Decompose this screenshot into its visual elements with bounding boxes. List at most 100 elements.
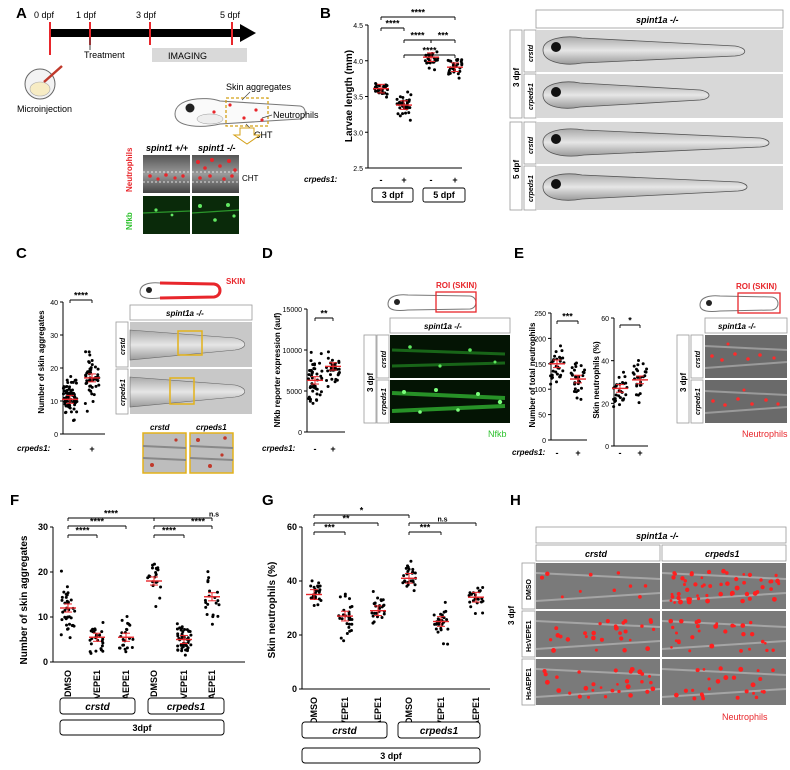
header-box (704, 317, 788, 334)
condition-label-crpeds1: crpeds1 (705, 549, 740, 559)
neutrophil-spot (719, 582, 723, 587)
neutrophil-spot (584, 634, 588, 639)
data-point (310, 371, 314, 375)
data-point (159, 585, 163, 589)
data-point (401, 112, 405, 116)
data-point (376, 89, 380, 93)
data-point (87, 388, 91, 392)
neutrophil-spot (725, 581, 730, 586)
neutrophil-spot (725, 571, 729, 575)
neutrophil-spot (670, 645, 673, 649)
data-point (549, 382, 553, 386)
data-point (312, 603, 316, 607)
data-point (88, 367, 92, 371)
data-point (70, 391, 74, 395)
neutrophil-spot (693, 582, 698, 587)
neutrophil-spot (605, 619, 610, 624)
data-point (481, 611, 485, 615)
data-point (401, 95, 405, 99)
genotype-header: spint1a -/- (166, 309, 204, 318)
neutrophil-spot (591, 688, 595, 692)
condition-sign: - (314, 444, 317, 454)
condition-box (523, 165, 537, 211)
fluorescence-image (704, 380, 788, 423)
neutrophil-spot (671, 575, 676, 580)
neutrophil-spots (148, 158, 237, 181)
data-point (214, 601, 218, 605)
zoom-label-crstd: crstd (150, 423, 171, 432)
data-point (636, 363, 640, 367)
genotype-mut-label: spint1 -/- (198, 143, 236, 153)
data-point (412, 589, 416, 593)
neutrophil-spot (723, 629, 728, 634)
neutrophil-spot (706, 569, 712, 575)
y-tick-label: 10 (38, 612, 48, 622)
data-point (347, 622, 351, 626)
data-point (374, 81, 378, 85)
condition-sign: - (69, 444, 72, 454)
neutrophil-spot (672, 571, 677, 575)
data-point (338, 616, 342, 620)
data-point (348, 629, 352, 633)
neutrophil-spot (674, 639, 678, 643)
y-tick-label: 3.5 (353, 95, 363, 102)
condition-header-box (661, 544, 787, 562)
panel-B-images: spint1a -/- 3 dpf 5 dpf crstd crpeds1 cr… (509, 9, 784, 211)
y-tick-label: 100 (534, 387, 546, 394)
y-tick-label: 10 (50, 399, 58, 406)
data-point (555, 380, 559, 384)
y-tick-label: 0 (542, 438, 546, 445)
data-point (314, 387, 318, 391)
data-point (643, 374, 647, 378)
data-point (572, 389, 576, 393)
data-point (372, 602, 376, 606)
group-label: crstd (332, 726, 357, 737)
neutrophil-spot (702, 583, 706, 587)
condition-sign: - (556, 448, 559, 458)
data-point (180, 625, 184, 629)
data-point (319, 599, 323, 603)
neutrophil-spot (690, 635, 695, 640)
panel-C-images: SKIN spint1a -/- crstd crpeds1 crstd crp… (115, 277, 253, 474)
data-point (319, 352, 323, 356)
neutrophil-spot (629, 666, 635, 672)
neutrophil-spot (683, 688, 689, 693)
y-tick-label: 30 (50, 333, 58, 340)
data-point (379, 598, 383, 602)
y-axis-label: Larvae length (mm) (344, 50, 355, 142)
y-tick-label: 4.5 (353, 23, 363, 30)
data-point (317, 590, 321, 594)
data-point (71, 419, 75, 423)
yolk-icon (29, 81, 51, 97)
data-point (152, 562, 156, 566)
condition-sign: + (637, 448, 642, 458)
neutrophil-spot (599, 637, 605, 642)
neutrophil-spot (612, 588, 617, 593)
stage-box (59, 719, 225, 736)
y-tick-label: 250 (534, 311, 546, 318)
channel-label: Nfkb (488, 429, 507, 439)
neutrophil-dot (212, 110, 216, 114)
data-point (318, 393, 322, 397)
larva-yolk-icon (196, 113, 224, 125)
neutrophil-spot (545, 571, 550, 577)
timeline-label-1: 1 dpf (76, 10, 97, 20)
data-point (583, 368, 587, 372)
zoom-label-crpeds1: crpeds1 (196, 423, 227, 432)
data-point (635, 382, 639, 386)
data-point (69, 598, 73, 602)
data-point (211, 613, 215, 617)
data-point (100, 639, 104, 643)
data-point (409, 559, 413, 563)
neutrophil-spot (640, 624, 644, 628)
data-point (345, 622, 349, 626)
data-point (65, 391, 69, 395)
data-point (65, 385, 69, 389)
data-point (460, 58, 464, 62)
data-point (94, 649, 98, 653)
data-point (445, 618, 449, 622)
data-point (440, 613, 444, 617)
data-point (407, 111, 411, 115)
data-point (326, 384, 330, 388)
